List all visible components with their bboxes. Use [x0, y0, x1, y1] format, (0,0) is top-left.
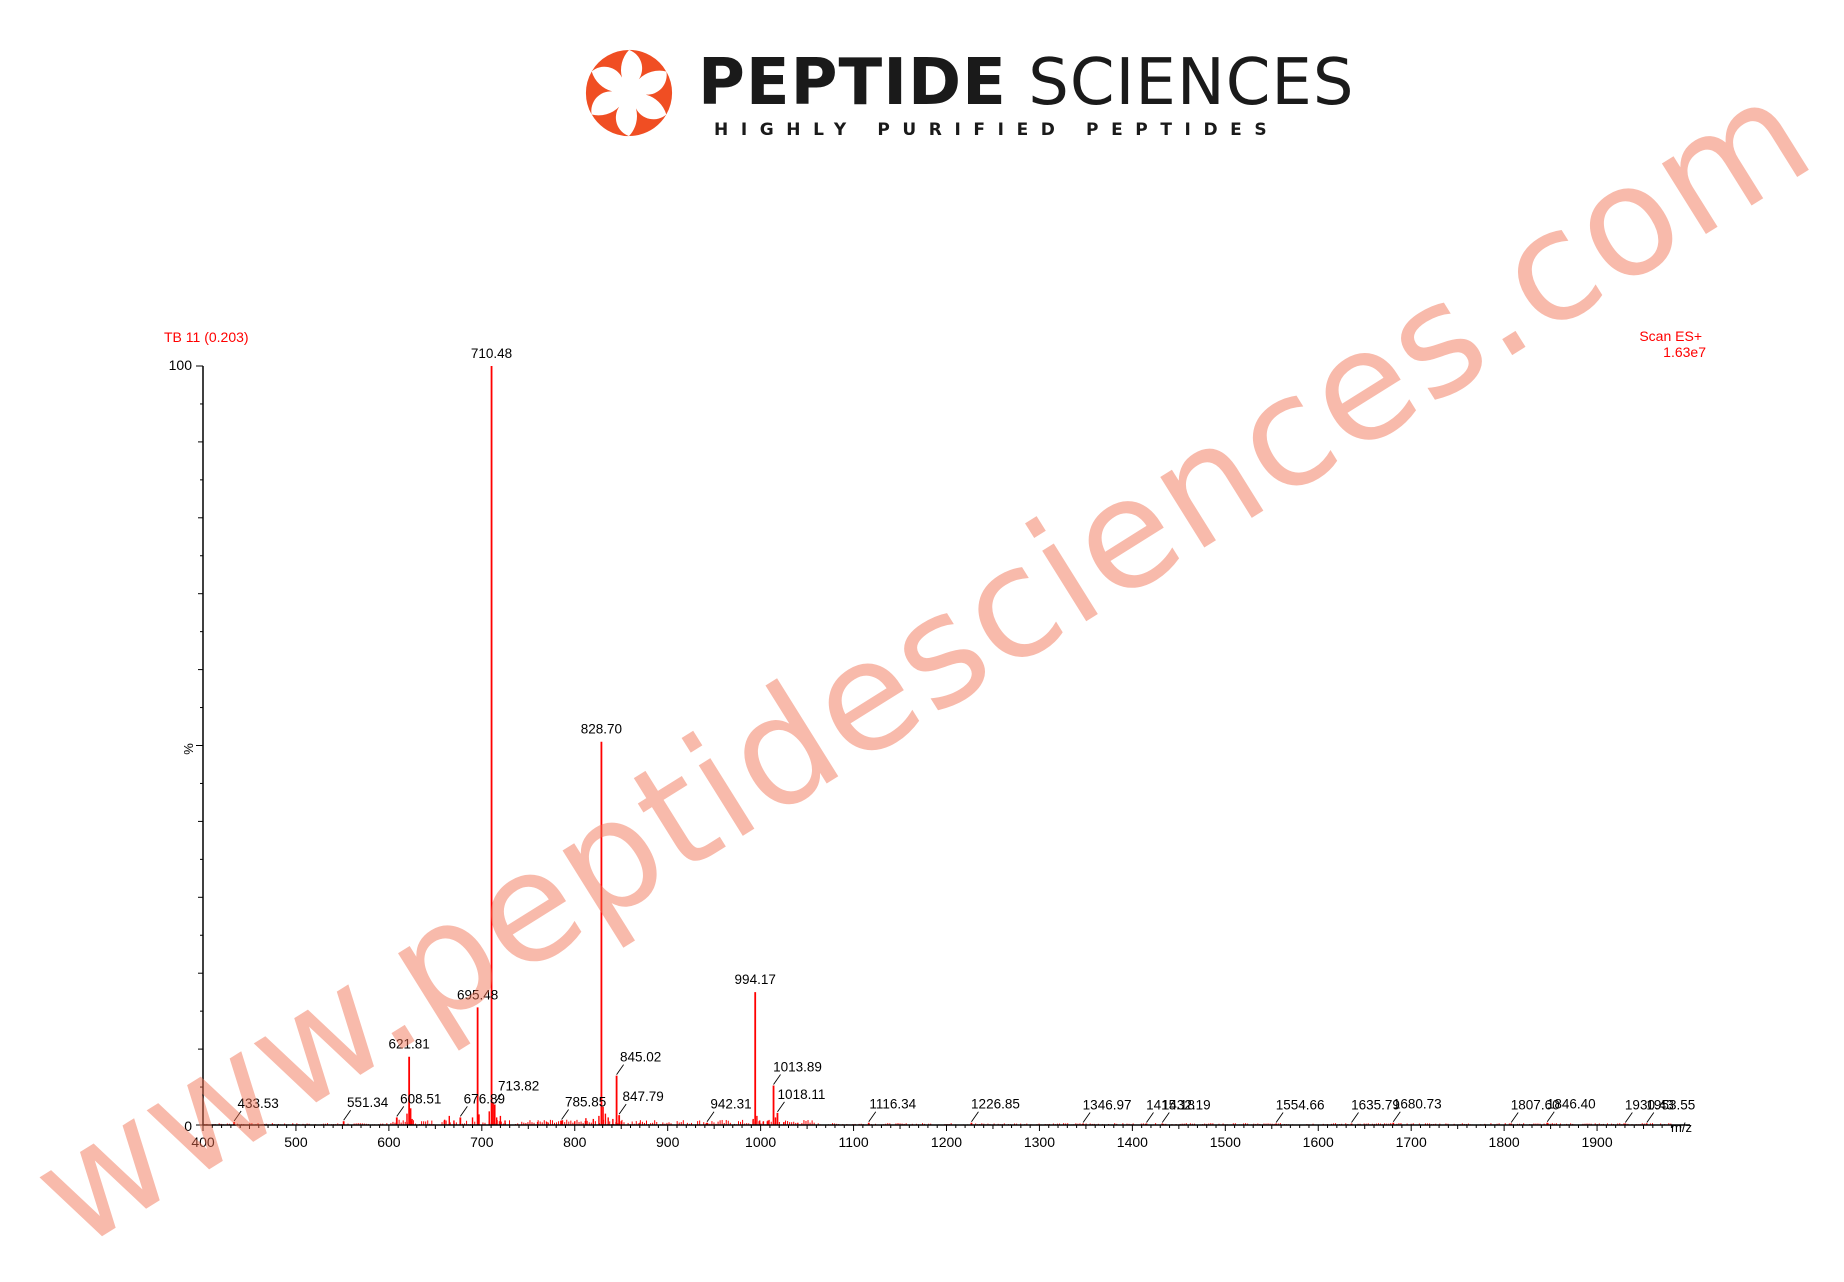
- peak-label: 1930.43: [1625, 1097, 1674, 1112]
- x-tick-label: 1200: [931, 1134, 962, 1150]
- peak-label: 942.31: [710, 1097, 751, 1112]
- peak-leader: [494, 1093, 503, 1104]
- x-tick-label: 1500: [1210, 1134, 1241, 1150]
- x-tick-label: 900: [656, 1134, 680, 1150]
- brand-tagline: HIGHLY PURIFIED PEPTIDES: [714, 120, 1280, 140]
- peak-label: 1680.73: [1393, 1097, 1442, 1112]
- brand-name-regular: SCIENCES: [1006, 46, 1355, 120]
- peak-label: 608.51: [400, 1091, 441, 1106]
- peak-label: 621.81: [388, 1037, 429, 1052]
- peak-label: 847.79: [623, 1089, 664, 1104]
- peak-leader: [1351, 1112, 1359, 1123]
- peak-label: 994.17: [735, 972, 776, 987]
- x-tick-label: 400: [191, 1134, 215, 1150]
- x-tick-label: 1000: [745, 1134, 776, 1150]
- peak-leader: [1161, 1112, 1170, 1123]
- peak-leader: [1510, 1112, 1519, 1123]
- y-axis-label: %: [181, 743, 196, 755]
- peak-label: 433.53: [238, 1096, 279, 1111]
- peak-label: 1807.60: [1511, 1097, 1560, 1112]
- peak-series: [233, 366, 1648, 1125]
- x-tick-label: 800: [563, 1134, 587, 1150]
- peak-label: 785.85: [565, 1094, 606, 1109]
- y-tick-label-0: 0: [184, 1118, 192, 1134]
- peak-label: 551.34: [347, 1095, 389, 1110]
- peak-leader: [616, 1064, 624, 1075]
- chart-title: TB 11 (0.203): [164, 329, 249, 345]
- peak-label: 1226.85: [971, 1097, 1020, 1112]
- peak-label: 1013.89: [773, 1060, 822, 1075]
- x-tick-label: 1300: [1024, 1134, 1055, 1150]
- brand-name-bold: PEPTIDE: [698, 46, 1007, 120]
- x-tick-label: 500: [284, 1134, 308, 1150]
- x-tick-label: 1100: [839, 1134, 869, 1150]
- y-tick-label-100: 100: [169, 357, 193, 373]
- peak-label: 1116.34: [869, 1097, 916, 1112]
- peak-leader: [706, 1111, 715, 1122]
- peak-label: 1635.79: [1351, 1097, 1400, 1112]
- peak-leader: [1546, 1111, 1555, 1122]
- peak-leader: [343, 1109, 352, 1121]
- brand-swirl-blade: [591, 106, 629, 137]
- brand-swirl-blade: [591, 49, 629, 78]
- peak-label: 1554.66: [1276, 1097, 1325, 1112]
- peak-leader: [561, 1109, 569, 1120]
- x-tick-label: 600: [377, 1134, 401, 1150]
- mass-spectrum-chart: 400 500 600 700 800 900 1000 1100 1200 1300 1400 15…: [164, 328, 1706, 1150]
- baseline-noise: [204, 1119, 1672, 1125]
- peak-leader: [1082, 1112, 1091, 1123]
- peak-label: 713.82: [498, 1079, 539, 1094]
- scan-type-label: Scan ES+: [1639, 328, 1702, 344]
- peak-label: 1018.11: [778, 1087, 826, 1102]
- brand-swirl-blade: [586, 71, 613, 115]
- peak-leader: [618, 1103, 627, 1115]
- peak-leader: [773, 1074, 781, 1085]
- peak-label: 1346.97: [1083, 1097, 1132, 1112]
- x-tick-label: 1400: [1117, 1134, 1148, 1150]
- tick-marks: 400 500 600 700 800 900 1000 1100 1200 1300 1400 15…: [191, 365, 1682, 1150]
- peak-labels: 433.53 551.34 608.51 621.81 676.89 695.48 710.…: [233, 346, 1695, 1123]
- peak-leader: [1624, 1112, 1633, 1123]
- x-tick-label: 1600: [1303, 1134, 1334, 1150]
- peak-leader: [1146, 1112, 1154, 1123]
- brand-header: PEPTIDE SCIENCES HIGHLY PURIFIED PEPTIDE…: [0, 0, 1844, 160]
- x-tick-label: 1800: [1489, 1134, 1520, 1150]
- peak-label: 1432.19: [1162, 1097, 1211, 1112]
- peak-leader: [396, 1106, 405, 1117]
- x-axis-label: m/z: [1671, 1120, 1692, 1135]
- peak-leader: [868, 1111, 877, 1122]
- peak-label: 710.48: [471, 346, 512, 361]
- chart-axes: [202, 366, 1690, 1126]
- x-tick-label: 700: [470, 1134, 494, 1150]
- peak-label: 1953.55: [1646, 1097, 1695, 1112]
- peak-leader: [971, 1111, 979, 1122]
- peak-label: 828.70: [581, 722, 622, 737]
- peak-label: 676.89: [464, 1091, 505, 1106]
- brand-swirl-icon: [586, 49, 672, 137]
- brand-swirl-blade: [629, 108, 667, 137]
- peak-label: 1846.40: [1547, 1097, 1596, 1112]
- peak-label: 695.48: [457, 987, 498, 1002]
- peak-leader: [1275, 1112, 1284, 1123]
- peak-leader: [777, 1101, 785, 1113]
- peak-label: 1415.18: [1146, 1097, 1195, 1112]
- peak-leader: [459, 1106, 468, 1117]
- peak-leader: [1392, 1111, 1401, 1122]
- brand-swirl-blade: [645, 71, 672, 115]
- brand-name: PEPTIDE SCIENCES: [698, 46, 1354, 120]
- peak-leader: [1646, 1112, 1655, 1123]
- max-intensity-label: 1.63e7: [1663, 344, 1706, 360]
- x-tick-label: 1900: [1581, 1134, 1612, 1150]
- peak-leader: [233, 1110, 242, 1122]
- x-tick-label: 1700: [1396, 1134, 1427, 1150]
- peak-label: 845.02: [620, 1050, 661, 1065]
- brand-swirl-blade: [629, 49, 667, 80]
